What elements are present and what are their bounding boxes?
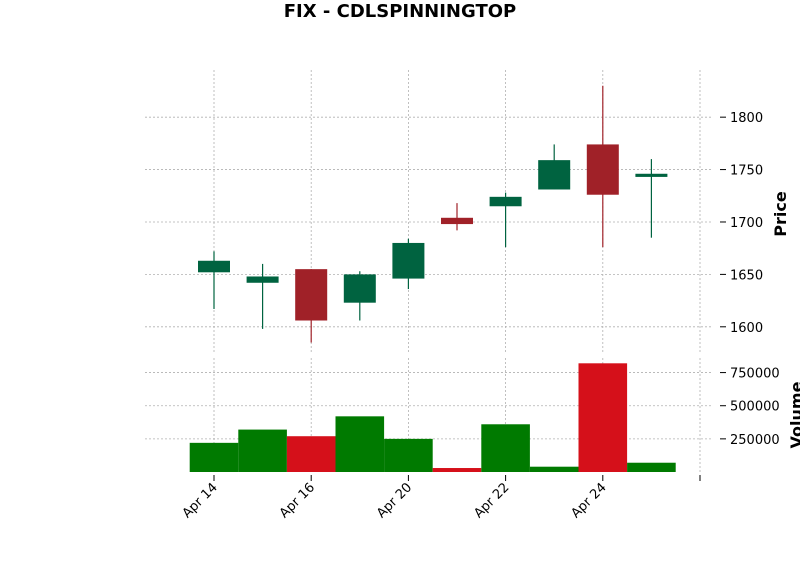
volume-ytick-label: 500000 <box>730 400 780 415</box>
volume-bar <box>384 438 433 472</box>
volume-bar <box>481 424 530 472</box>
price-ytick-label: 1750 <box>730 164 763 179</box>
candle-body <box>295 269 328 321</box>
volume-ytick-label: 750000 <box>730 367 780 382</box>
volume-ytick-label: 250000 <box>730 433 780 448</box>
x-tick-label: Apr 14 <box>180 480 221 521</box>
price-ytick-label: 1650 <box>730 268 763 283</box>
volume-bar <box>627 462 676 472</box>
volume-axis-label: Volume <box>787 381 800 448</box>
volume-bar <box>238 429 287 472</box>
candle-body <box>392 242 425 279</box>
volume-bar <box>335 416 385 472</box>
volume-bar <box>189 442 239 472</box>
candle-body <box>586 144 619 195</box>
candle-body <box>489 196 522 207</box>
candle-body <box>343 274 376 303</box>
volume-bar <box>432 468 482 472</box>
volume-bar <box>529 466 579 472</box>
candle-body <box>198 260 230 273</box>
chart-title: FIX - CDLSPINNINGTOP <box>284 1 516 22</box>
price-ytick-label: 1800 <box>730 111 763 126</box>
price-axis-label: Price <box>771 191 790 237</box>
candle-body <box>441 217 473 225</box>
volume-panel: 250000 500000 750000 Apr 14 Apr 16 Apr 20 Apr … <box>145 358 780 521</box>
price-ytick-label: 1600 <box>730 321 763 336</box>
x-tick-label: Apr 20 <box>374 480 415 521</box>
candle-body <box>246 276 279 283</box>
volume-bar <box>286 436 336 472</box>
candle-body <box>538 160 571 190</box>
x-tick-label: Apr 24 <box>568 480 609 521</box>
volume-bar <box>578 363 628 472</box>
x-tick-label: Apr 22 <box>471 480 512 521</box>
price-panel: 1600 1650 1700 1750 1800 <box>145 70 763 353</box>
candle-body <box>635 173 668 177</box>
price-ytick-label: 1700 <box>730 216 763 231</box>
x-tick-label: Apr 16 <box>277 480 318 521</box>
